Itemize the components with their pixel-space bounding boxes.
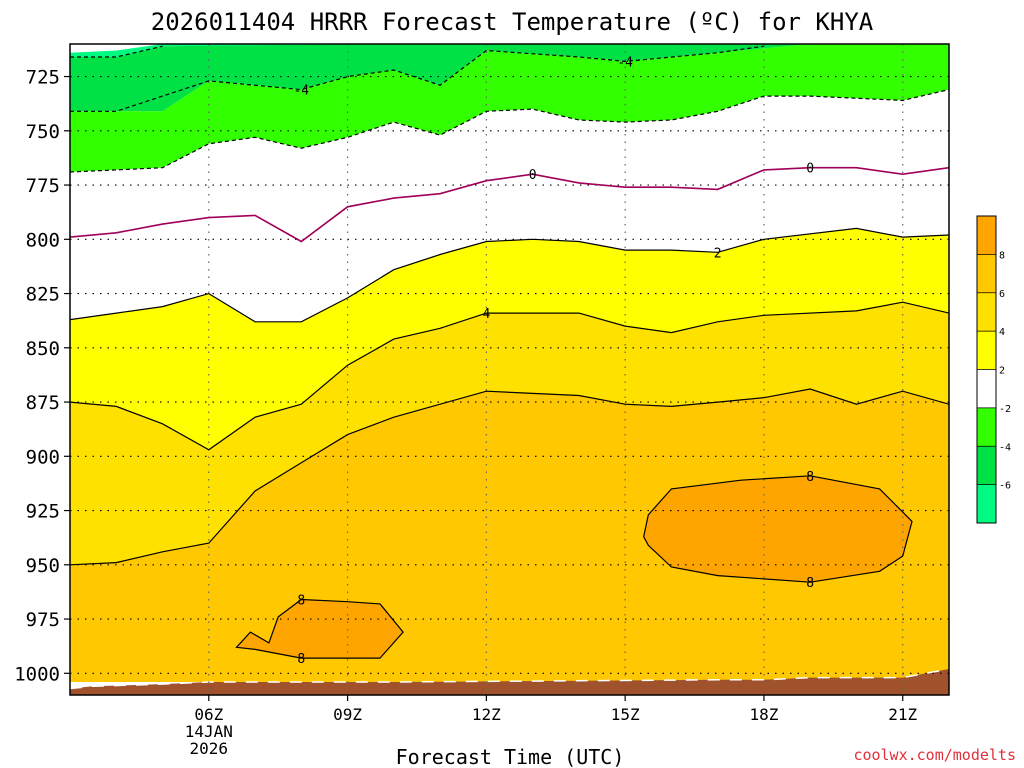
temperature-fill-band bbox=[643, 475, 912, 583]
contour-label: 2 bbox=[714, 246, 722, 261]
ground-surface bbox=[70, 669, 949, 695]
contour-label: 0 bbox=[806, 162, 814, 177]
contour-line bbox=[70, 89, 949, 173]
y-tick-label: 925 bbox=[26, 501, 60, 523]
contour-label: -4 bbox=[293, 84, 309, 99]
y-tick-label: 825 bbox=[26, 284, 60, 306]
contour-line bbox=[70, 45, 764, 112]
temperature-fill-band bbox=[70, 44, 949, 172]
y-tick-label: 1000 bbox=[14, 663, 60, 685]
contour-line bbox=[70, 45, 163, 58]
contour-line bbox=[70, 388, 949, 566]
contour-line bbox=[643, 475, 913, 583]
y-tick-label: 975 bbox=[26, 609, 60, 631]
y-tick-label: 750 bbox=[26, 121, 60, 143]
colorbar-swatch bbox=[977, 292, 996, 332]
contour-line bbox=[70, 301, 949, 451]
y-tick-label: 850 bbox=[26, 338, 60, 360]
colorbar-swatch bbox=[977, 216, 996, 255]
temperature-fill-band bbox=[236, 599, 404, 659]
contour-label: 8 bbox=[806, 576, 814, 591]
contour-line bbox=[235, 598, 404, 659]
contour-label: 8 bbox=[297, 594, 305, 609]
plot-area: -4 -4 0 0 2 4 8 8 8 8 bbox=[69, 43, 950, 696]
contour-label: 0 bbox=[529, 168, 537, 183]
colorbar-swatch bbox=[977, 331, 996, 370]
x-tick-date: 14JAN bbox=[185, 722, 233, 741]
temperature-fill-band bbox=[70, 228, 949, 450]
colorbar-label: -2 bbox=[999, 404, 1011, 415]
temperature-fill-band bbox=[70, 44, 949, 57]
colorbar-label: -6 bbox=[999, 481, 1011, 492]
x-tick-label: 12Z bbox=[472, 705, 501, 724]
colorbar-label: 6 bbox=[999, 289, 1005, 300]
y-tick-label: 775 bbox=[26, 175, 60, 197]
colorbar-label: 2 bbox=[999, 366, 1005, 377]
colorbar-label: -4 bbox=[999, 442, 1011, 453]
x-axis-label: Forecast Time (UTC) bbox=[396, 745, 625, 768]
x-tick-label: 21Z bbox=[888, 705, 917, 724]
contour-label: 8 bbox=[297, 652, 305, 667]
x-tick-label: 09Z bbox=[333, 705, 362, 724]
x-tick-label: 18Z bbox=[749, 705, 778, 724]
x-tick-year: 2026 bbox=[190, 739, 229, 758]
colorbar-swatch bbox=[977, 407, 996, 447]
contour-label: -4 bbox=[617, 55, 633, 70]
colorbar-swatch bbox=[977, 484, 996, 523]
ground-edge bbox=[70, 668, 949, 690]
colorbar-legend: -6 -4 -2 2 4 6 8 bbox=[976, 215, 1011, 524]
y-tick-label: 950 bbox=[26, 555, 60, 577]
y-tick-label: 900 bbox=[26, 446, 60, 468]
colorbar-swatch bbox=[977, 254, 996, 293]
colorbar-swatch bbox=[977, 446, 996, 485]
temperature-fill-band bbox=[70, 302, 949, 565]
colorbar-label: 8 bbox=[999, 250, 1005, 261]
x-tick-label: 15Z bbox=[611, 705, 640, 724]
plot-frame bbox=[69, 43, 950, 696]
contour-label: 4 bbox=[482, 307, 490, 322]
watermark-text: coolwx.com/modelts bbox=[853, 746, 1016, 764]
y-tick-label: 875 bbox=[26, 392, 60, 414]
y-axis: 725 750 775 800 825 850 875 900 925 950 975 1000 bbox=[14, 67, 70, 685]
y-tick-label: 800 bbox=[26, 229, 60, 251]
contour-line bbox=[70, 227, 949, 323]
temperature-fill-band bbox=[70, 44, 949, 112]
x-tick-label: 06Z bbox=[194, 705, 223, 724]
y-tick-label: 725 bbox=[26, 67, 60, 89]
colorbar-label: 4 bbox=[999, 327, 1005, 338]
contour-line bbox=[70, 166, 949, 243]
contour-label: 8 bbox=[806, 470, 814, 485]
chart-title: 2026011404 HRRR Forecast Temperature (ºC… bbox=[151, 8, 874, 36]
colorbar-swatch bbox=[977, 369, 996, 408]
temperature-fill-band bbox=[70, 89, 949, 322]
